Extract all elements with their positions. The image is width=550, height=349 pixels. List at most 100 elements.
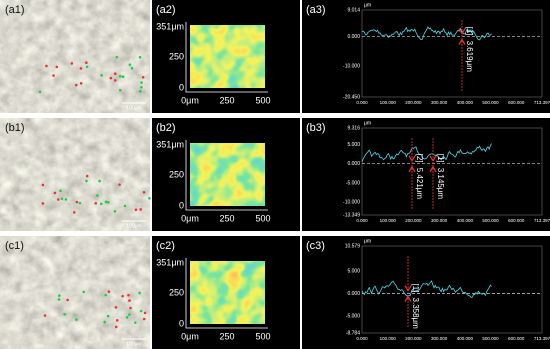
x-tick-label: 200.000 bbox=[405, 336, 422, 341]
panel-label: (b1) bbox=[5, 122, 25, 134]
marker-dot bbox=[118, 183, 121, 186]
y-tick-label: -20.450 bbox=[343, 94, 360, 100]
marker-dot bbox=[109, 76, 113, 80]
y-tick-label: -8.784 bbox=[346, 330, 360, 336]
map-axes bbox=[185, 22, 268, 93]
marker-dot bbox=[115, 55, 119, 59]
y-tick-label: 0.000 bbox=[347, 161, 360, 167]
map-axes bbox=[185, 140, 268, 211]
marker-dot bbox=[139, 208, 142, 211]
map-x-label: 0μm bbox=[181, 95, 199, 105]
map-y-label: 250 bbox=[169, 169, 184, 179]
y-tick-label: 9.316 bbox=[347, 125, 360, 131]
micrograph bbox=[0, 0, 150, 113]
y-tick-label: -10.000 bbox=[343, 63, 360, 69]
marker-dot bbox=[100, 202, 103, 206]
x-tick-label: 300.000 bbox=[431, 336, 448, 341]
x-tick-label: 713.397 bbox=[534, 100, 550, 105]
map-y-label: 0 bbox=[179, 200, 184, 210]
marker-dot bbox=[60, 197, 64, 201]
unit-label: μm bbox=[364, 238, 371, 244]
map-x-label: 500 bbox=[255, 95, 270, 105]
marker-dot bbox=[66, 298, 69, 302]
annotation-text: 3.619μm bbox=[465, 41, 474, 73]
marker-dot bbox=[85, 61, 88, 65]
map-axes bbox=[185, 258, 268, 329]
annotation-tag: [1] bbox=[465, 27, 474, 36]
marker-dot bbox=[140, 85, 143, 89]
marker-dot bbox=[59, 189, 62, 193]
marker-dot bbox=[55, 65, 59, 69]
x-tick-label: 100.000 bbox=[380, 336, 397, 341]
marker-dot bbox=[45, 64, 48, 68]
map-y-label: 0 bbox=[179, 82, 184, 92]
marker-dot bbox=[70, 62, 74, 65]
x-tick-label: 600.000 bbox=[508, 218, 525, 223]
marker-dot bbox=[53, 191, 57, 195]
marker-dot bbox=[129, 306, 132, 310]
marker-dot bbox=[75, 318, 78, 321]
profile-line bbox=[361, 280, 492, 298]
x-tick-label: 0.000 bbox=[356, 218, 368, 223]
x-tick-label: 0.000 bbox=[356, 100, 368, 105]
marker-dot bbox=[103, 320, 107, 324]
marker-dot bbox=[85, 179, 88, 183]
y-tick-label: -10.000 bbox=[343, 199, 360, 205]
marker-dot bbox=[75, 200, 79, 204]
marker-dot bbox=[118, 75, 122, 78]
map-x-label: 500 bbox=[255, 213, 270, 223]
marker-dot bbox=[139, 309, 143, 313]
marker-dot bbox=[138, 291, 141, 295]
marker-dot bbox=[130, 66, 134, 70]
x-tick-label: 100.000 bbox=[380, 100, 397, 105]
annotation-tag: [2] bbox=[415, 154, 424, 163]
marker-dot bbox=[94, 201, 98, 205]
annotation-arrow bbox=[458, 28, 466, 45]
annotation-tag: [1] bbox=[411, 284, 420, 293]
marker-dot bbox=[113, 79, 117, 82]
x-tick-label: 600.000 bbox=[508, 336, 525, 341]
y-tick-label: -5.000 bbox=[346, 313, 360, 319]
annotation: [1] 3.619μm bbox=[465, 27, 474, 73]
profile-bg bbox=[302, 118, 550, 231]
height-map bbox=[190, 261, 265, 324]
marker-dot bbox=[41, 183, 45, 187]
marker-dot bbox=[128, 299, 131, 302]
marker-dot bbox=[121, 294, 124, 298]
marker-dot bbox=[121, 75, 125, 79]
x-tick-label: 713.397 bbox=[534, 336, 550, 341]
scale-label: 100μm bbox=[126, 223, 141, 229]
map-y-label: 250 bbox=[169, 287, 184, 297]
map-y-label: 351μm bbox=[156, 21, 184, 31]
marker-dot bbox=[57, 294, 61, 297]
scale-label: 100μm bbox=[126, 105, 141, 111]
map-x-label: 250 bbox=[219, 95, 234, 105]
annotation-arrow bbox=[404, 285, 412, 302]
marker-dot bbox=[128, 63, 132, 66]
marker-dot bbox=[143, 311, 147, 315]
map-x-label: 0μm bbox=[181, 213, 199, 223]
marker-dot bbox=[134, 208, 138, 212]
marker-dot bbox=[125, 316, 129, 319]
x-tick-label: 400.000 bbox=[457, 100, 474, 105]
unit-label: μm bbox=[364, 2, 371, 8]
marker-dot bbox=[138, 55, 142, 59]
plot-frame bbox=[361, 9, 543, 98]
marker-dot bbox=[115, 319, 119, 322]
profile-line bbox=[361, 143, 492, 163]
marker-dot bbox=[113, 210, 117, 213]
annotation-tag: [1] bbox=[436, 154, 445, 163]
y-tick-label: 9.014 bbox=[347, 7, 360, 13]
panel-label: (a1) bbox=[5, 4, 25, 16]
plot-frame bbox=[361, 127, 543, 216]
panel-label: (a3) bbox=[306, 4, 326, 16]
y-tick-label: 0.000 bbox=[347, 291, 360, 297]
panel-label: (c1) bbox=[5, 240, 24, 252]
y-tick-label: 0.000 bbox=[347, 34, 360, 40]
marker-dot bbox=[114, 305, 118, 309]
marker-dot bbox=[52, 74, 55, 77]
x-tick-label: 200.000 bbox=[405, 218, 422, 223]
